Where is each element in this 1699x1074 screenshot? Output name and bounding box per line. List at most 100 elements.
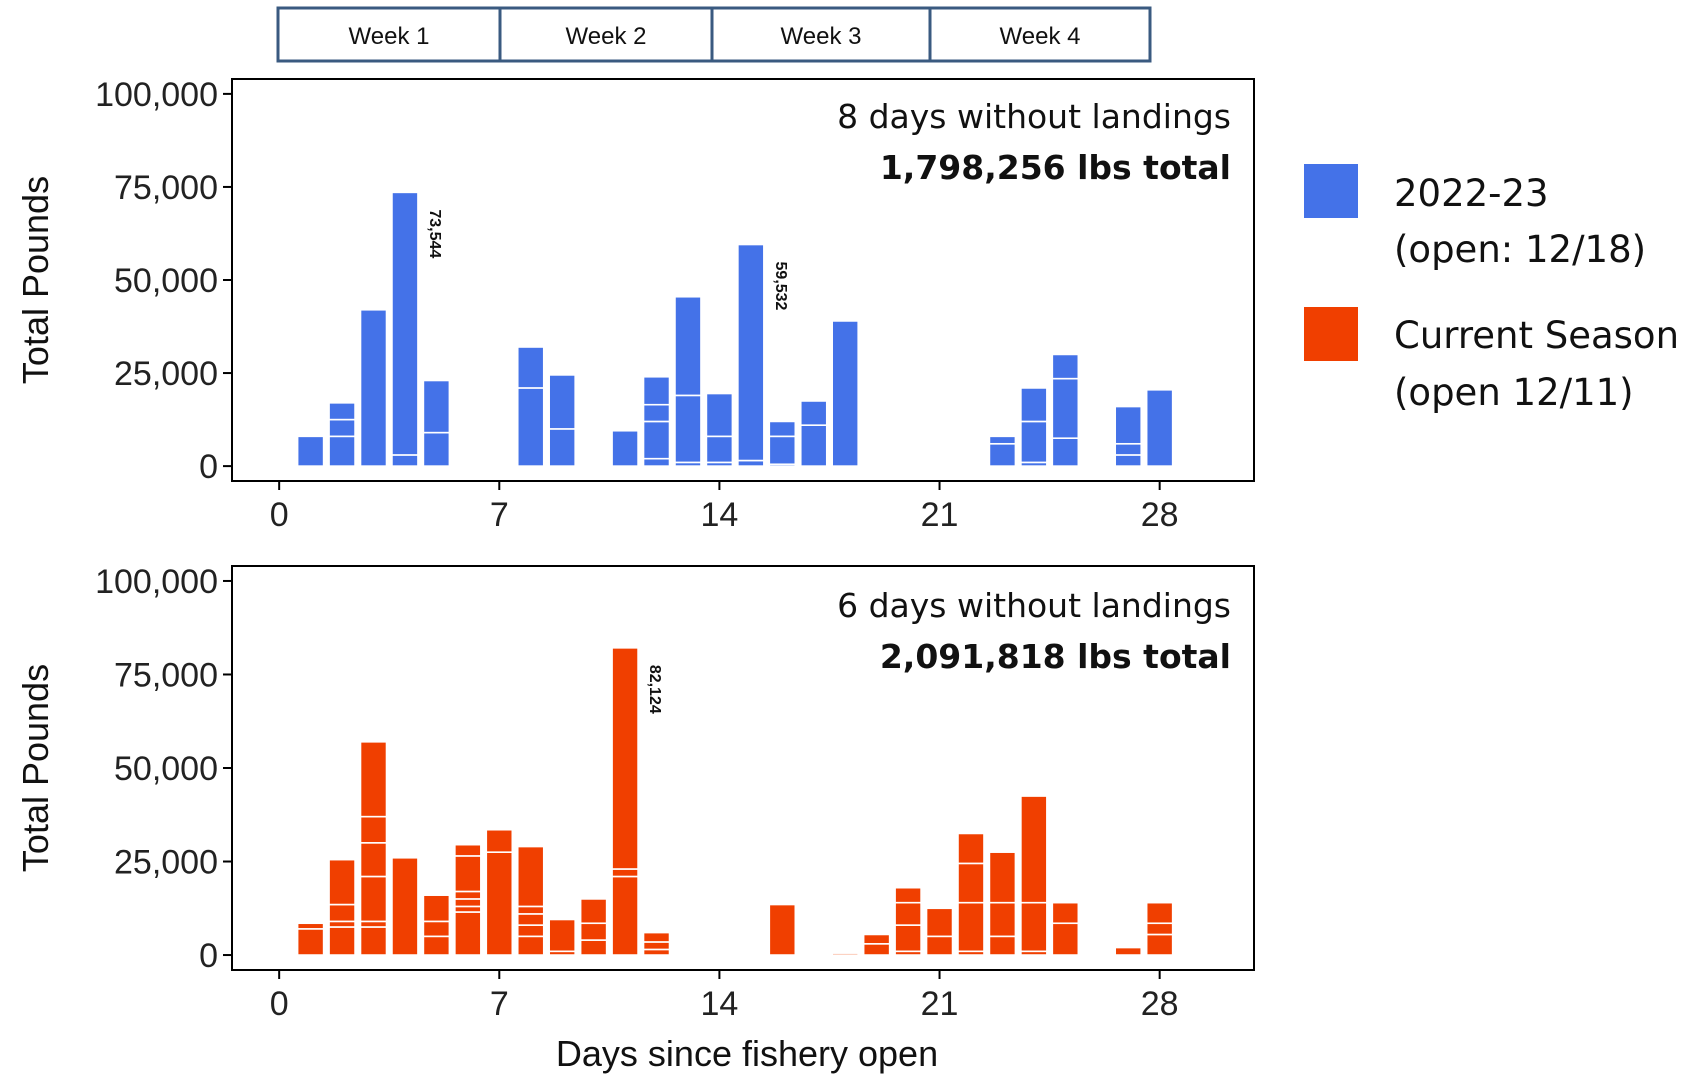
x-tick-label: 0 [270, 496, 289, 534]
x-tick-label: 0 [270, 985, 289, 1023]
x-axis-title: Days since fishery open [556, 1033, 938, 1074]
bar-day-23 [988, 435, 1017, 467]
y-axis-title: Total Pounds [15, 176, 56, 384]
bar-day-18 [831, 952, 860, 956]
bar-day-1 [296, 922, 325, 956]
annotation-days-without: 6 days without landings [837, 586, 1231, 625]
bar-segment [1114, 405, 1143, 445]
bar-segment [894, 901, 922, 926]
bar-segment [957, 862, 985, 904]
y-tick-label: 75,000 [114, 169, 218, 207]
bar-day-12 [642, 375, 671, 467]
bar-segment [799, 424, 828, 467]
bar-segment [1020, 420, 1048, 464]
bar-day-3 [359, 741, 388, 956]
bar-segment [925, 935, 954, 956]
bar-day-25 [1051, 353, 1080, 467]
bar-day-16 [768, 420, 797, 467]
bar-day-13 [674, 295, 702, 467]
x-tick-label: 14 [701, 496, 739, 534]
bar-day-14 [705, 392, 734, 467]
bar-day-16 [768, 903, 797, 956]
bar-segment [642, 941, 671, 951]
bar-segment [328, 402, 356, 421]
x-tick-label: 7 [490, 496, 509, 534]
bar-segment [737, 243, 765, 462]
legend: 2022-23 (open: 12/18) Current Season (op… [1304, 164, 1679, 414]
bar-segment [1114, 442, 1143, 456]
bar-segment [516, 346, 545, 389]
bar-segment [768, 435, 797, 466]
y-tick-label: 100,000 [95, 563, 218, 601]
bar-segment [611, 875, 639, 956]
bar-segment [988, 442, 1017, 467]
legend-label-2022-23: 2022-23 [1394, 172, 1549, 215]
y-axis-title: Total Pounds [15, 664, 56, 872]
bar-day-2 [328, 402, 356, 467]
annotation-total: 1,798,256 lbs total [880, 148, 1231, 187]
bar-day-11: 82,124 [611, 647, 663, 956]
bar-segment [1114, 946, 1143, 956]
bar-segment [391, 856, 419, 956]
y-tick-label: 50,000 [114, 750, 218, 788]
bar-day-12 [642, 931, 671, 956]
bar-segment [359, 926, 388, 956]
bar-segment [642, 420, 671, 460]
bar-segment [422, 935, 451, 956]
week-1-box [276, 6, 502, 63]
bar-segment [1114, 454, 1143, 467]
bar-segment [1020, 901, 1048, 953]
bar-segment [642, 457, 671, 467]
legend-sublabel-current-season: (open 12/11) [1394, 371, 1634, 414]
y-tick-label: 25,000 [114, 355, 218, 393]
bar-segment [925, 907, 954, 938]
x-tick-label: 21 [921, 985, 959, 1023]
x-tick-label: 21 [921, 496, 959, 534]
bar-day-8 [516, 845, 545, 956]
bar-segment [391, 191, 419, 456]
bar-segment [705, 435, 734, 464]
peak-value-label: 82,124 [646, 665, 663, 714]
bar-segment [454, 911, 482, 956]
bar-segment [328, 926, 356, 956]
bar-day-18 [831, 320, 860, 467]
week-4-label: Week 4 [1000, 23, 1081, 50]
peak-value-label: 73,544 [426, 209, 443, 258]
bar-day-17 [799, 400, 828, 467]
bar-day-1 [296, 435, 325, 467]
bar-day-20 [894, 886, 922, 956]
bar-segment [485, 828, 514, 853]
bar-segment [579, 922, 608, 941]
week-header: Week 1 Week 2 Week 3 Week 4 [276, 6, 1152, 63]
bar-day-5 [422, 379, 451, 467]
bar-segment [1051, 377, 1080, 439]
bar-segment [988, 901, 1017, 938]
bar-segment [579, 898, 608, 925]
bar-day-4: 73,544 [391, 191, 443, 467]
panel-2022-23: Total Pounds 8 days without landings 1,7… [15, 76, 1255, 534]
y-tick-label: 100,000 [95, 76, 218, 114]
bar-segment [705, 392, 734, 438]
bar-segment [454, 843, 482, 857]
bar-segment [1145, 933, 1174, 956]
bar-segment [1051, 922, 1080, 956]
bar-segment [988, 851, 1017, 904]
bar-segment [328, 858, 356, 906]
y-tick-label: 75,000 [114, 656, 218, 694]
bar-segment [422, 920, 451, 938]
bar-segment [674, 295, 702, 397]
bar-segment [988, 435, 1017, 445]
bar-segment [548, 374, 576, 430]
bar-segment [642, 375, 671, 406]
bar-segment [296, 435, 325, 467]
bar-segment [957, 901, 985, 953]
bar-segment [674, 394, 702, 464]
bar-day-15: 59,532 [737, 243, 789, 467]
bar-segment [988, 935, 1017, 956]
bar-segment [768, 903, 797, 956]
bar-segment [1051, 353, 1080, 380]
bar-day-6 [454, 843, 482, 956]
bar-day-10 [579, 898, 608, 956]
bar-day-2 [328, 858, 356, 956]
